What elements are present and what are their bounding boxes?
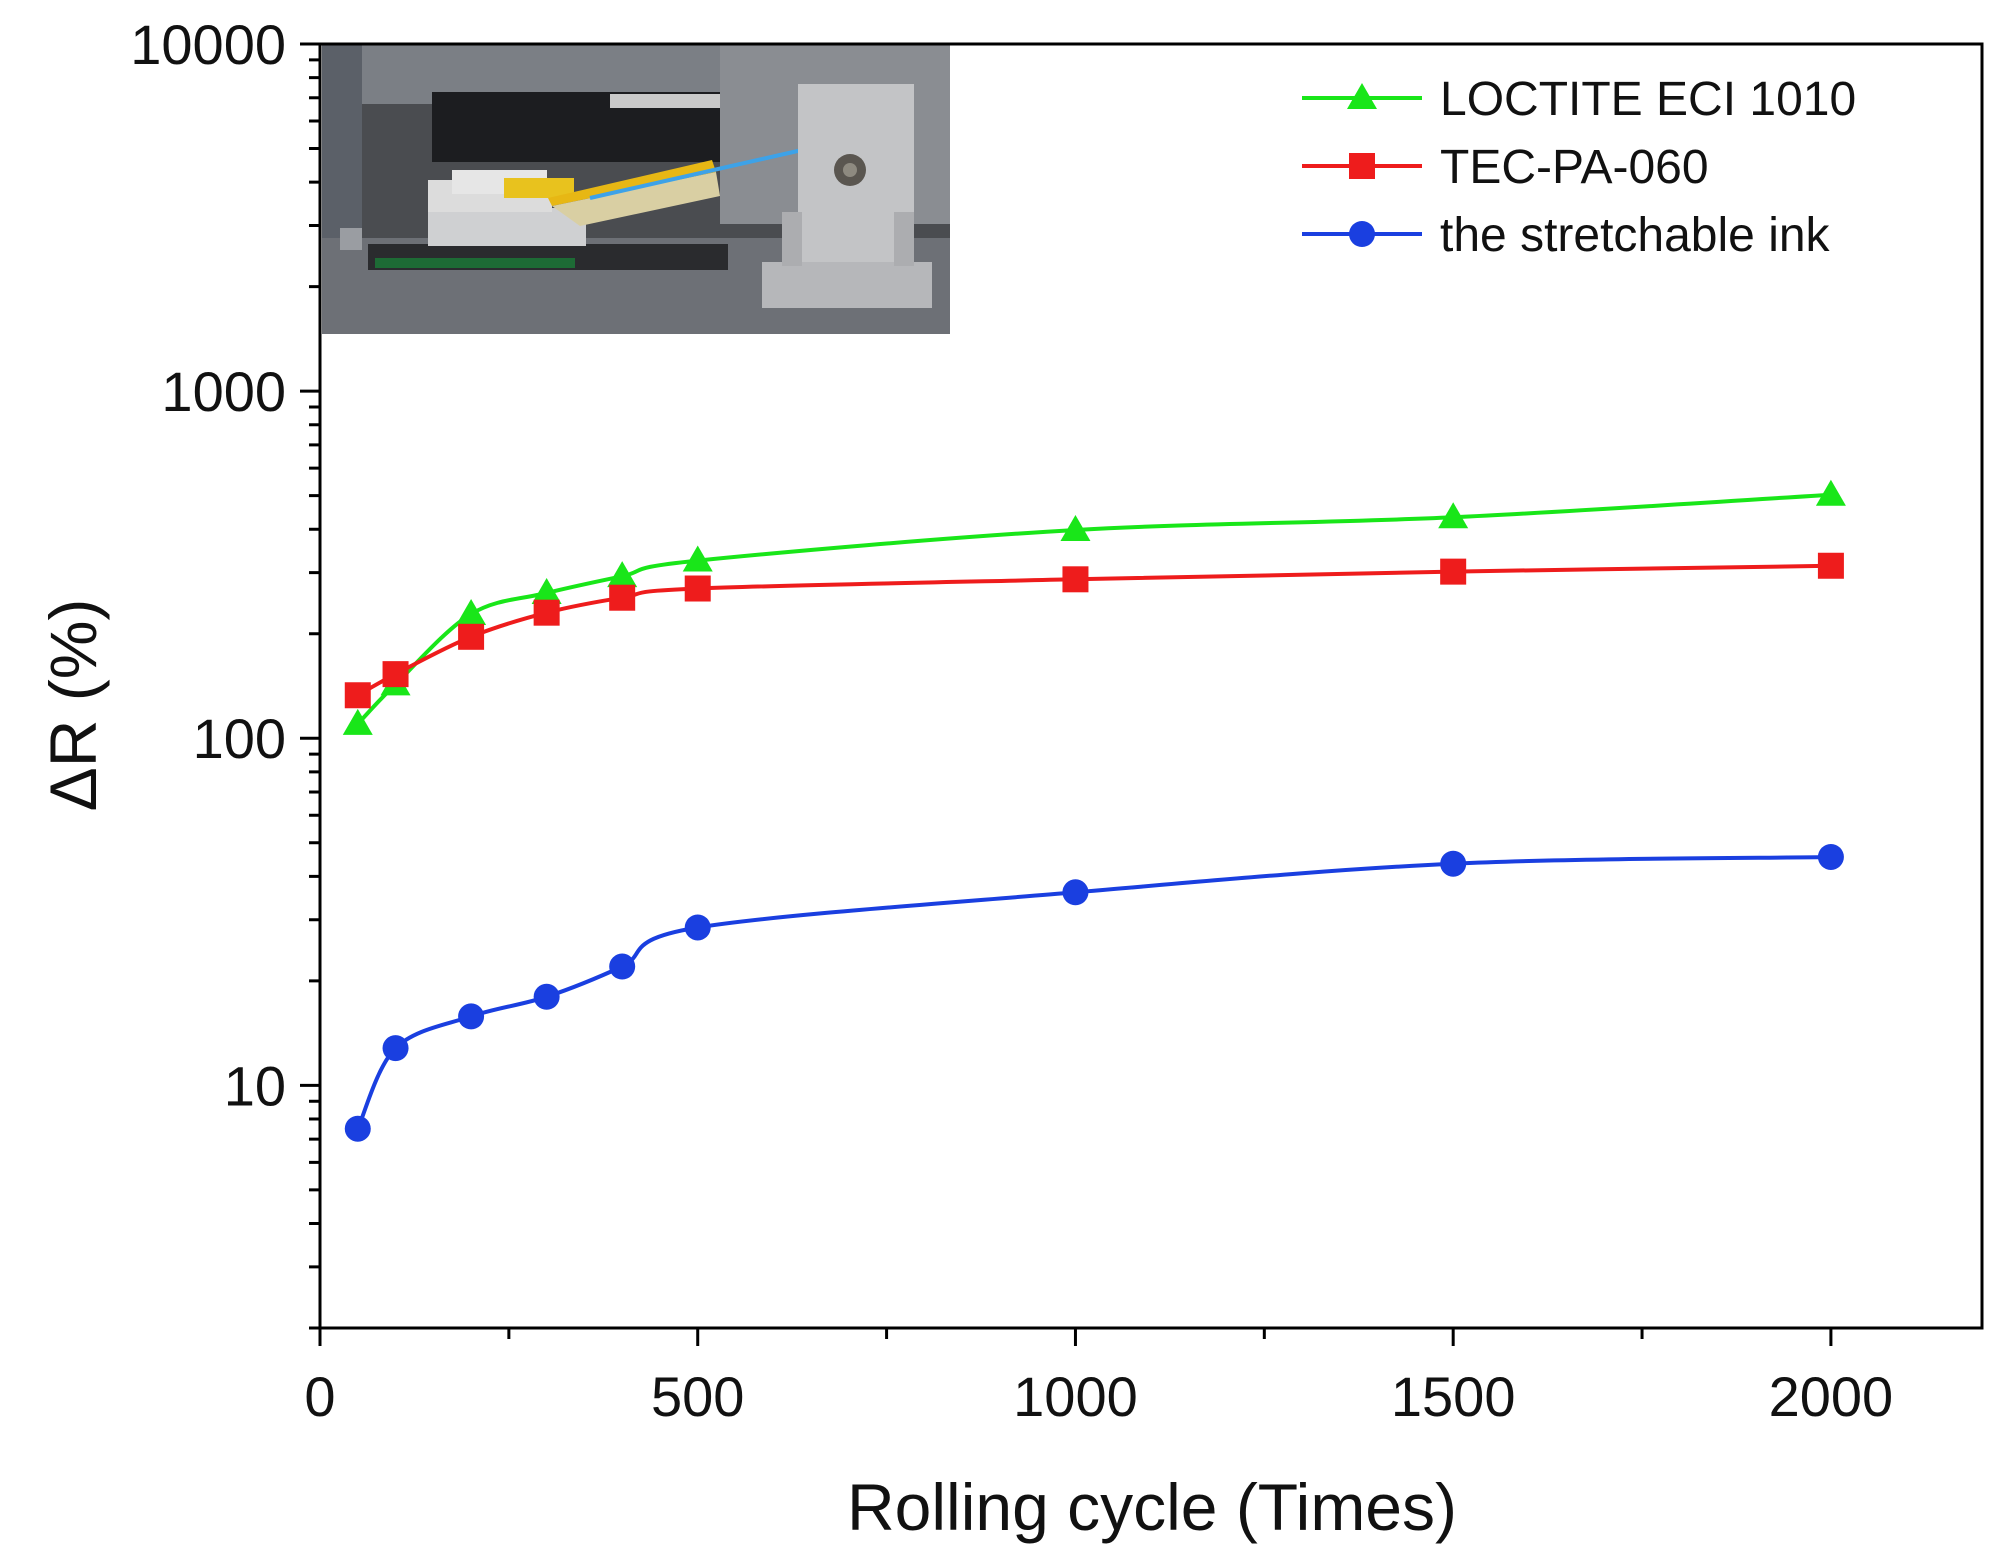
x-tick-label: 2000 — [1769, 1365, 1894, 1428]
legend-marker-loctite-eci-1010 — [1347, 83, 1377, 109]
data-point-the-stretchable-ink — [1440, 850, 1467, 877]
series-layer — [342, 479, 1846, 1142]
axes: 0 500 1000 1500 2000 10 100 1000 10000 — [130, 13, 1984, 1428]
data-point-the-stretchable-ink — [458, 1003, 485, 1030]
x-axis-title: Rolling cycle (Times) — [847, 1470, 1457, 1544]
data-point-loctite-eci-1010 — [531, 578, 562, 605]
data-point-tec-pa-060 — [1062, 566, 1089, 593]
legend-label-the-stretchable-ink: the stretchable ink — [1440, 209, 1831, 262]
x-tick-label: 500 — [651, 1365, 744, 1428]
data-point-the-stretchable-ink — [1062, 879, 1089, 906]
y-tick-label: 1000 — [161, 360, 286, 423]
plot-frame — [318, 42, 1984, 1330]
data-point-loctite-eci-1010 — [456, 598, 487, 625]
inset-photo — [322, 44, 950, 334]
x-tick-label: 1500 — [1391, 1365, 1516, 1428]
legend-label-tec-pa-060: TEC-PA-060 — [1440, 141, 1709, 194]
y-tick-label: 10 — [224, 1054, 286, 1117]
data-point-loctite-eci-1010 — [607, 561, 638, 588]
x-tick-label: 1000 — [1013, 1365, 1138, 1428]
x-tick-label: 0 — [304, 1365, 335, 1428]
data-point-tec-pa-060 — [684, 575, 711, 602]
legend-marker-the-stretchable-ink — [1349, 221, 1375, 247]
data-point-tec-pa-060 — [533, 599, 560, 626]
data-point-tec-pa-060 — [1817, 552, 1844, 579]
y-tick-label: 10000 — [130, 13, 286, 76]
data-point-the-stretchable-ink — [1817, 843, 1844, 870]
data-point-the-stretchable-ink — [609, 953, 636, 980]
legend: LOCTITE ECI 1010 TEC-PA-060 the stretchabl… — [1302, 73, 1856, 262]
data-point-the-stretchable-ink — [533, 983, 560, 1010]
data-point-tec-pa-060 — [609, 584, 636, 611]
axis-labels: Rolling cycle (Times) ΔR (%) — [36, 599, 1457, 1544]
data-point-loctite-eci-1010 — [1060, 515, 1091, 542]
data-point-loctite-eci-1010 — [342, 708, 373, 735]
y-axis-title: ΔR (%) — [36, 599, 110, 812]
y-tick-label: 100 — [193, 707, 286, 770]
data-point-loctite-eci-1010 — [1815, 479, 1846, 506]
legend-label-loctite-eci-1010: LOCTITE ECI 1010 — [1440, 73, 1856, 126]
data-point-loctite-eci-1010 — [1438, 502, 1469, 529]
data-point-the-stretchable-ink — [344, 1115, 371, 1142]
data-point-tec-pa-060 — [458, 623, 485, 650]
data-point-the-stretchable-ink — [382, 1035, 409, 1062]
data-point-tec-pa-060 — [382, 661, 409, 688]
data-point-loctite-eci-1010 — [682, 545, 713, 572]
legend-marker-tec-pa-060 — [1349, 153, 1375, 179]
data-point-tec-pa-060 — [344, 682, 371, 709]
data-point-the-stretchable-ink — [684, 914, 711, 941]
data-point-tec-pa-060 — [1440, 558, 1467, 585]
